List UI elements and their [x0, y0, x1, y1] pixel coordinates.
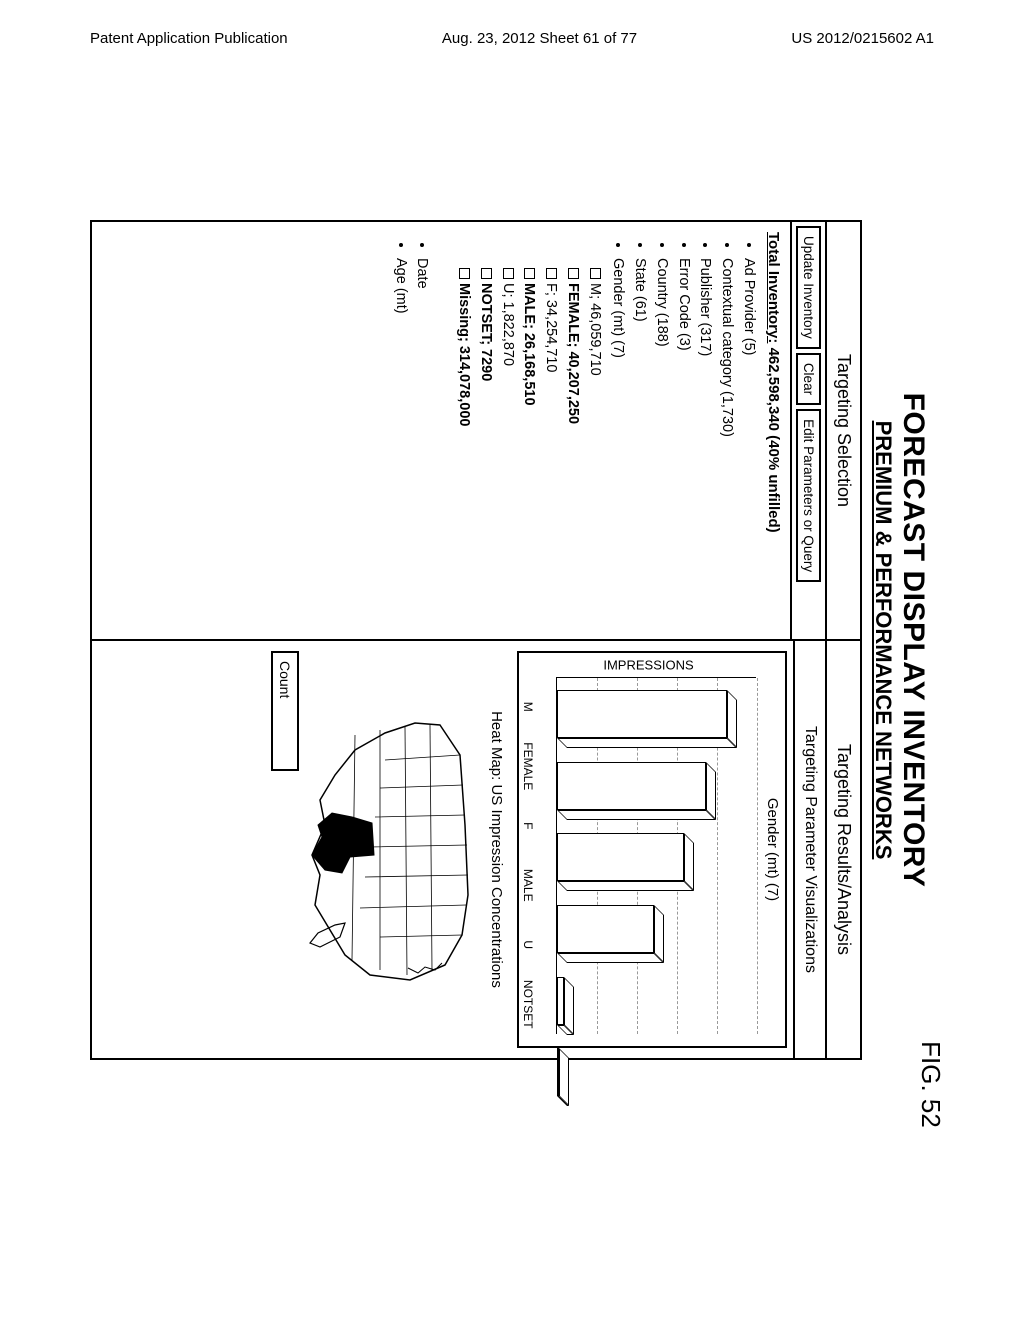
gender-checkbox-item[interactable]: M; 46,059,710 [583, 268, 605, 629]
tree-item[interactable]: Age (mt) [389, 258, 411, 629]
edit-parameters-button[interactable]: Edit Parameters or Query [796, 409, 821, 582]
y-axis: IMPRESSIONS [537, 653, 760, 677]
gender-checkbox-item[interactable]: NOTSET; 7290 [474, 268, 496, 629]
checkbox-icon[interactable] [546, 268, 557, 279]
checkbox-icon[interactable] [590, 268, 601, 279]
gender-bar-chart: Gender (mt) (7) IMPRESSIONS MFEMALEFMALE… [517, 651, 787, 1048]
x-tick-label: M [521, 677, 535, 737]
tree-item[interactable]: Publisher (317) [694, 258, 716, 629]
chart-area: Gender (mt) (7) IMPRESSIONS MFEMALEFMALE… [513, 641, 793, 1058]
gender-checkbox-item[interactable]: Missing; 314,078,000 [453, 268, 475, 629]
visualizations-heading: Targeting Parameter Visualizations [793, 641, 825, 1058]
gender-item-label: FEMALE; 40,207,250 [565, 283, 581, 424]
x-tick-label: FEMALE [521, 737, 535, 797]
main-panel: Targeting Selection Update Inventory Cle… [90, 220, 862, 1060]
figure-content: FORECAST DISPLAY INVENTORY PREMIUM & PER… [90, 220, 930, 1060]
heatmap-title: Heat Map: US Impression Concentrations [484, 641, 513, 1058]
tree-item[interactable]: Country (188) [650, 258, 672, 629]
x-axis-labels: MFEMALEFMALEUNOTSET [519, 653, 537, 1046]
x-tick-label: U [521, 915, 535, 975]
bar [557, 690, 737, 748]
bar [557, 762, 716, 820]
figure-label: FIG. 52 [915, 1041, 946, 1128]
chart-title: Gender (mt) (7) [760, 653, 785, 1046]
gender-checkbox-item[interactable]: U; 1,822,870 [496, 268, 518, 629]
bar [557, 833, 694, 891]
checkbox-icon[interactable] [503, 268, 514, 279]
checkbox-icon[interactable] [525, 268, 536, 279]
gender-item-label: M; 46,059,710 [587, 283, 603, 376]
gender-item-label: Missing; 314,078,000 [456, 283, 472, 426]
bar [557, 977, 574, 1035]
targeting-selection-heading: Targeting Selection [825, 222, 860, 639]
chart-body: IMPRESSIONS [537, 653, 760, 1046]
us-map-wrap [299, 641, 484, 1058]
total-inventory-value: 462,598,340 (40% unfilled) [765, 348, 782, 533]
checkbox-icon[interactable] [568, 268, 579, 279]
targeting-selection-panel: Targeting Selection Update Inventory Cle… [92, 222, 860, 641]
parameter-tree: Ad Provider (5)Contextual category (1,73… [379, 222, 759, 639]
header-center: Aug. 23, 2012 Sheet 61 of 77 [442, 30, 637, 47]
rotated-figure-wrapper: FORECAST DISPLAY INVENTORY PREMIUM & PER… [90, 140, 930, 1140]
tree-top-list: Ad Provider (5)Contextual category (1,73… [453, 244, 760, 629]
gender-checkbox-item[interactable]: MALE; 26,168,510 [518, 268, 540, 629]
targeting-results-heading: Targeting Results/Analysis [825, 641, 860, 1058]
x-tick-label: MALE [521, 856, 535, 916]
tree-item[interactable]: Date [411, 258, 433, 629]
total-inventory-label: Total Inventory: [765, 232, 782, 343]
checkbox-icon[interactable] [481, 268, 492, 279]
gender-checkbox-item[interactable]: FEMALE; 40,207,250 [561, 268, 583, 629]
x-tick-label: NOTSET [521, 975, 535, 1035]
gender-checkbox-item[interactable]: F; 34,254,710 [540, 268, 562, 629]
update-inventory-button[interactable]: Update Inventory [796, 226, 821, 349]
header-right: US 2012/0215602 A1 [791, 30, 934, 47]
gender-item-label: F; 34,254,710 [543, 283, 559, 373]
tree-item[interactable]: Contextual category (1,730) [716, 258, 738, 629]
y-axis-label: IMPRESSIONS [603, 658, 693, 673]
tree-item[interactable]: Gender (mt) (7)M; 46,059,710FEMALE; 40,2… [453, 258, 629, 629]
gender-item-label: MALE; 26,168,510 [522, 283, 538, 406]
x-tick-label: F [521, 796, 535, 856]
checkbox-icon[interactable] [459, 268, 470, 279]
button-row: Update Inventory Clear Edit Parameters o… [790, 222, 825, 639]
us-map-icon [305, 705, 480, 995]
main-title: FORECAST DISPLAY INVENTORY [896, 220, 930, 1060]
tree-item[interactable]: State (61) [629, 258, 651, 629]
tree-bottom-list: DateAge (mt) [389, 244, 433, 629]
bars-zone [556, 677, 756, 1034]
bar [557, 905, 664, 963]
gender-item-label: U; 1,822,870 [500, 283, 516, 366]
subtitle: PREMIUM & PERFORMANCE NETWORKS [870, 220, 896, 1060]
tree-item[interactable]: Ad Provider (5) [737, 258, 759, 629]
tree-item[interactable]: Error Code (3) [672, 258, 694, 629]
targeting-results-panel: Targeting Results/Analysis Targeting Par… [92, 641, 860, 1058]
clear-button[interactable]: Clear [796, 353, 821, 405]
count-box: Count [271, 651, 299, 771]
bar [557, 1048, 569, 1106]
gender-item-label: NOTSET; 7290 [478, 283, 494, 381]
total-inventory-line: Total Inventory: 462,598,340 (40% unfill… [759, 222, 790, 639]
header-left: Patent Application Publication [90, 30, 288, 47]
page-header: Patent Application Publication Aug. 23, … [0, 0, 1024, 57]
